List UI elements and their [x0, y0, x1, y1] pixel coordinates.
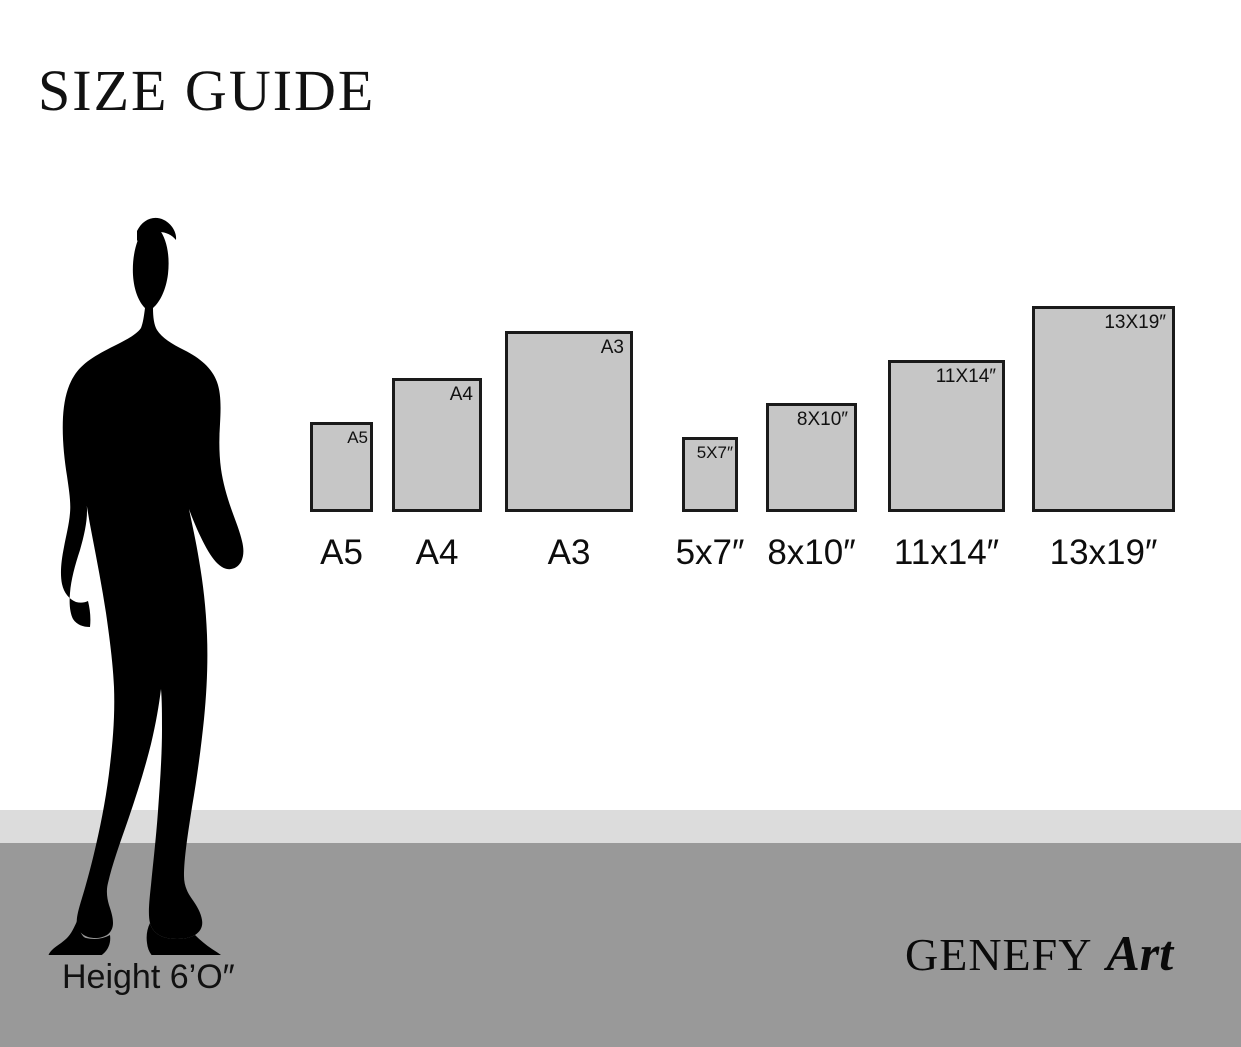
frame-caption-5x7: 5x7″ [675, 533, 745, 572]
frame-inner-label-11x14: 11X14″ [935, 366, 996, 387]
brand-logo: GENEFY Art [905, 928, 1173, 978]
brand-suffix: Art [1106, 925, 1174, 981]
frame-inner-label-13x19: 13X19″ [1104, 312, 1166, 333]
frame-inner-label-a4: A4 [449, 384, 473, 405]
frame-inner-label-5x7: 5X7″ [696, 443, 733, 462]
man-silhouette-figure [40, 195, 300, 955]
frame-caption-a5: A5 [320, 533, 363, 572]
frame-caption-11x14: 11x14″ [893, 533, 1000, 572]
frame-11x14: 11X14″ [888, 360, 1005, 512]
frame-inner-label-a3: A3 [600, 337, 624, 358]
frame-a4: A4 [392, 378, 482, 512]
frame-5x7: 5X7″ [682, 437, 738, 512]
frame-a5: A5 [310, 422, 373, 512]
height-label: Height 6’O″ [62, 958, 235, 996]
frame-13x19: 13X19″ [1032, 306, 1175, 512]
frame-caption-a4: A4 [415, 533, 459, 572]
frame-inner-label-8x10: 8X10″ [796, 409, 848, 430]
wall-baseboard-band [0, 810, 1241, 843]
brand-name: GENEFY [905, 929, 1093, 980]
frame-a3: A3 [505, 331, 633, 512]
frame-caption-8x10: 8x10″ [767, 533, 856, 572]
frame-caption-a3: A3 [547, 533, 591, 572]
frame-caption-13x19: 13x19″ [1049, 533, 1158, 572]
frame-8x10: 8X10″ [766, 403, 857, 512]
page-title: SIZE GUIDE [38, 58, 376, 123]
floor-band [0, 843, 1241, 1047]
frame-inner-label-a5: A5 [347, 428, 368, 447]
